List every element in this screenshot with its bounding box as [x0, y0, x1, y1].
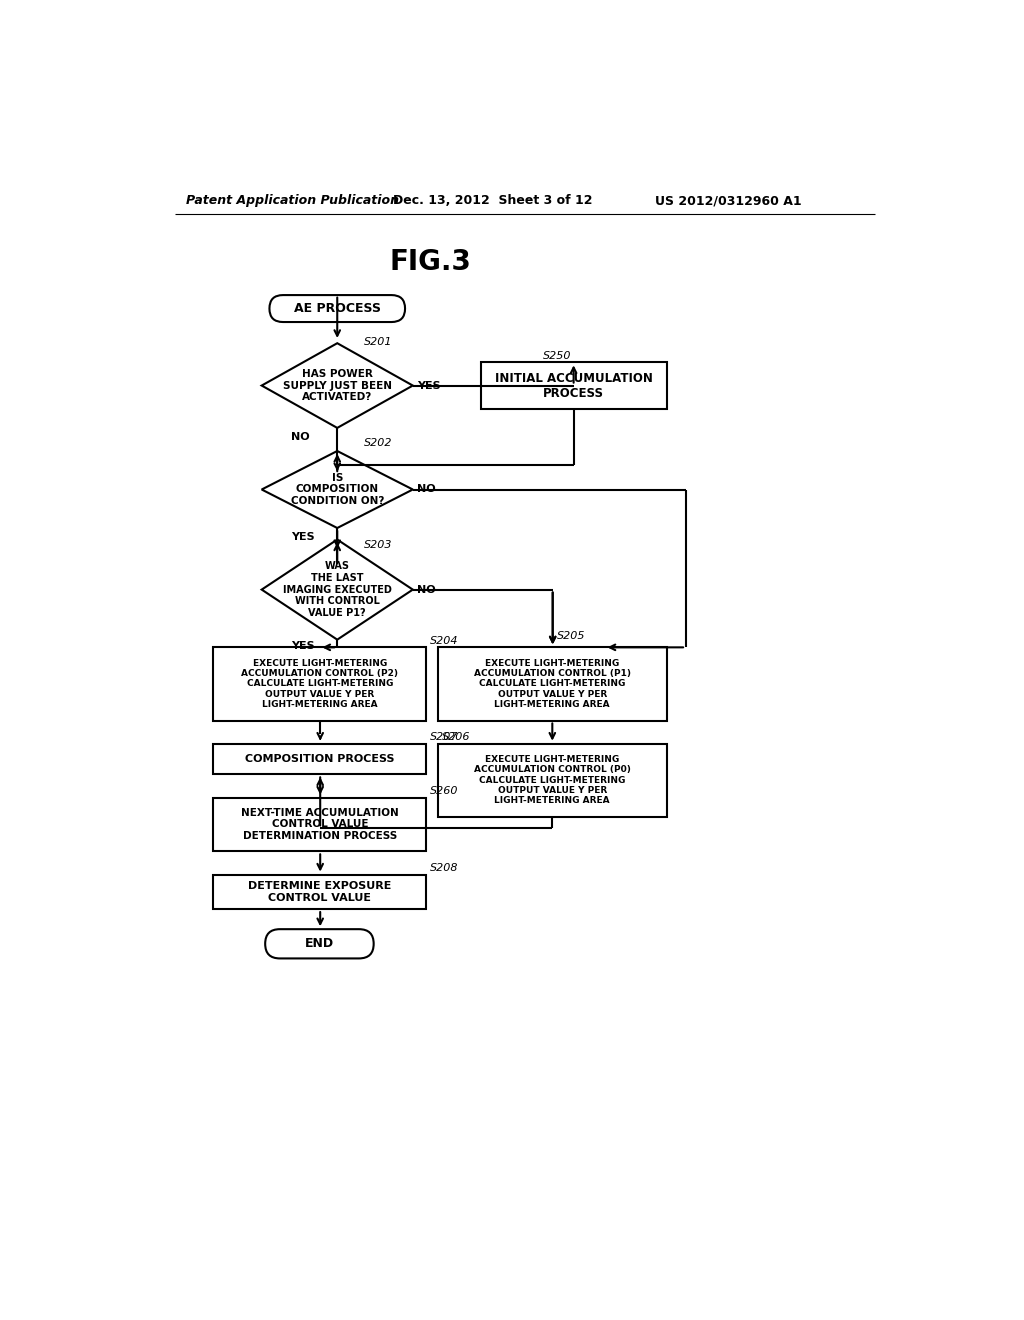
Text: US 2012/0312960 A1: US 2012/0312960 A1 — [655, 194, 802, 207]
Text: NO: NO — [291, 432, 309, 442]
Bar — [213, 743, 426, 775]
Text: WAS
THE LAST
IMAGING EXECUTED
WITH CONTROL
VALUE P1?: WAS THE LAST IMAGING EXECUTED WITH CONTR… — [283, 561, 392, 618]
Text: FIG.3: FIG.3 — [389, 248, 471, 276]
Text: S204: S204 — [430, 636, 459, 647]
Text: YES: YES — [291, 640, 314, 651]
Text: EXECUTE LIGHT-METERING
ACCUMULATION CONTROL (P2)
CALCULATE LIGHT-METERING
OUTPUT: EXECUTE LIGHT-METERING ACCUMULATION CONT… — [242, 659, 398, 709]
Text: S201: S201 — [365, 337, 393, 347]
Text: Patent Application Publication: Patent Application Publication — [186, 194, 399, 207]
Text: AE PROCESS: AE PROCESS — [294, 302, 381, 315]
Text: COMPOSITION PROCESS: COMPOSITION PROCESS — [245, 754, 394, 764]
Text: EXECUTE LIGHT-METERING
ACCUMULATION CONTROL (P1)
CALCULATE LIGHT-METERING
OUTPUT: EXECUTE LIGHT-METERING ACCUMULATION CONT… — [474, 659, 631, 709]
Text: EXECUTE LIGHT-METERING
ACCUMULATION CONTROL (P0)
CALCULATE LIGHT-METERING
OUTPUT: EXECUTE LIGHT-METERING ACCUMULATION CONT… — [474, 755, 631, 805]
Text: S207: S207 — [430, 733, 459, 742]
Text: END: END — [305, 937, 334, 950]
Text: S203: S203 — [365, 540, 393, 550]
Text: YES: YES — [418, 380, 441, 391]
Bar — [213, 797, 426, 851]
Bar — [213, 647, 426, 721]
Text: S205: S205 — [557, 631, 585, 640]
Text: INITIAL ACCUMULATION
PROCESS: INITIAL ACCUMULATION PROCESS — [495, 371, 652, 400]
Text: HAS POWER
SUPPLY JUST BEEN
ACTIVATED?: HAS POWER SUPPLY JUST BEEN ACTIVATED? — [283, 370, 392, 403]
Bar — [480, 363, 667, 409]
Text: Dec. 13, 2012  Sheet 3 of 12: Dec. 13, 2012 Sheet 3 of 12 — [393, 194, 593, 207]
Text: S202: S202 — [365, 438, 393, 449]
Text: NEXT-TIME ACCUMULATION
CONTROL VALUE
DETERMINATION PROCESS: NEXT-TIME ACCUMULATION CONTROL VALUE DET… — [241, 808, 398, 841]
Bar — [438, 743, 667, 817]
Text: NO: NO — [418, 484, 436, 495]
Text: YES: YES — [291, 532, 314, 543]
Text: S260: S260 — [430, 787, 459, 796]
Text: S206: S206 — [442, 733, 470, 742]
Text: S208: S208 — [430, 863, 459, 874]
Bar — [438, 647, 667, 721]
Text: S250: S250 — [543, 351, 571, 362]
Text: DETERMINE EXPOSURE
CONTROL VALUE: DETERMINE EXPOSURE CONTROL VALUE — [248, 880, 391, 903]
Text: NO: NO — [418, 585, 436, 594]
Text: IS
COMPOSITION
CONDITION ON?: IS COMPOSITION CONDITION ON? — [291, 473, 384, 506]
Bar — [213, 875, 426, 909]
